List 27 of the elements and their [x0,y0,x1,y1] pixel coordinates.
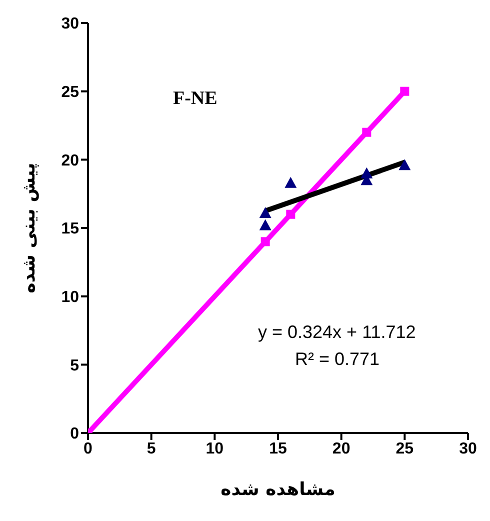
x-tick-label: 30 [459,440,477,458]
point [259,206,272,218]
point [284,176,297,188]
annotation: y = 0.324x + 11.712 [258,322,416,343]
point [400,86,410,96]
y-tick-label: 10 [61,289,80,306]
x-tick-label: 15 [269,440,287,458]
x-axis-title: مشاهده شده [220,479,336,500]
y-tick-label: 15 [61,220,80,238]
y-tick-label: 20 [61,152,80,170]
x-tick-label: 20 [332,440,350,458]
x-tick-label: 10 [206,440,224,458]
point [362,128,372,137]
y-tick-label: 5 [70,357,80,374]
annotation: R² = 0.771 [295,349,380,370]
x-tick-label: 5 [146,440,156,458]
annotation: F-NE [173,88,218,110]
y-tick-label: 25 [61,84,80,102]
point [398,159,411,170]
y-tick-label: 30 [61,16,80,33]
point [259,219,272,230]
point [286,210,296,219]
x-tick-label: 25 [396,440,414,458]
y-tick-label: 0 [70,426,80,443]
point [260,237,270,246]
x-tick-label: 0 [84,440,93,458]
y-axis-title: پیش بینی شده [18,162,40,294]
